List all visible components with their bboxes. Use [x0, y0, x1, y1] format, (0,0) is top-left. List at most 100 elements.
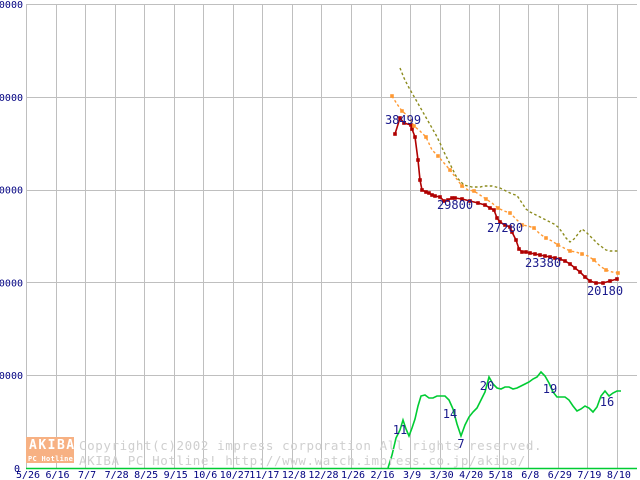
marker-lowest-price-red — [588, 279, 592, 283]
marker-lowest-price-red — [483, 203, 487, 207]
x-tick-label: 2/16 — [370, 470, 394, 480]
x-axis-tick-labels: 5/26 6/16 7/7 7/28 8/25 9/15 10/6 10/27 11/17 12/… — [16, 470, 631, 480]
marker-lowest-price-red — [583, 275, 587, 279]
y-tick-label: 40000 — [0, 93, 23, 104]
x-tick-label: 10/6 — [193, 470, 217, 480]
site-url-line: AKIBA PC Hotline! http://www.watch.impre… — [79, 453, 526, 468]
marker-average-price-orange — [532, 226, 536, 230]
count-annotation: 16 — [600, 395, 614, 409]
marker-lowest-price-red — [416, 158, 420, 162]
marker-lowest-price-red — [503, 223, 507, 227]
marker-lowest-price-red — [488, 206, 492, 210]
marker-average-price-orange — [472, 189, 476, 193]
marker-average-price-orange — [400, 109, 404, 113]
x-tick-label: 3/30 — [430, 470, 454, 480]
y-tick-label: 50000 — [0, 0, 23, 11]
x-tick-label: 8/25 — [134, 470, 158, 480]
x-tick-label: 7/19 — [577, 470, 601, 480]
marker-average-price-orange — [604, 268, 608, 272]
marker-lowest-price-red — [398, 116, 402, 120]
x-tick-label: 10/27 — [220, 470, 250, 480]
count-annotation: 14 — [443, 407, 457, 421]
marker-lowest-price-red — [453, 196, 457, 200]
y-tick-label: 20000 — [0, 278, 23, 289]
count-annotation: 19 — [543, 382, 557, 396]
x-tick-label: 5/26 — [16, 470, 40, 480]
marker-lowest-price-red — [460, 197, 464, 201]
marker-average-price-orange — [436, 154, 440, 158]
marker-lowest-price-red — [615, 277, 619, 281]
x-tick-label: 7/7 — [78, 470, 96, 480]
x-tick-label: 11/17 — [249, 470, 279, 480]
marker-average-price-orange — [616, 271, 620, 275]
marker-average-price-orange — [556, 243, 560, 247]
marker-lowest-price-red — [573, 266, 577, 270]
marker-average-price-orange — [496, 206, 500, 210]
marker-lowest-price-red — [568, 262, 572, 266]
marker-lowest-price-red — [520, 250, 524, 254]
count-annotation: 7 — [457, 437, 464, 451]
marker-average-price-orange — [390, 94, 394, 98]
marker-lowest-price-red — [563, 259, 567, 263]
marker-lowest-price-red — [433, 194, 437, 198]
marker-lowest-price-red — [495, 216, 499, 220]
x-tick-label: 6/29 — [548, 470, 572, 480]
marker-lowest-price-red — [533, 252, 537, 256]
watermark-block: AKIBA PC Hotline! Copyright(c)2002 impre… — [26, 437, 542, 468]
marker-lowest-price-red — [594, 281, 598, 285]
marker-average-price-orange — [484, 197, 488, 201]
akiba-logo-subtext: PC Hotline! — [28, 455, 78, 463]
marker-lowest-price-red — [410, 127, 414, 131]
marker-lowest-price-red — [558, 257, 562, 261]
akiba-logo-text: AKIBA — [29, 438, 76, 453]
marker-lowest-price-red — [430, 193, 434, 197]
marker-lowest-price-red — [543, 254, 547, 258]
y-tick-label: 0 — [14, 464, 20, 475]
price-annotation: 23380 — [525, 256, 561, 270]
marker-average-price-orange — [580, 252, 584, 256]
marker-lowest-price-red — [450, 196, 454, 200]
x-tick-label: 6/8 — [521, 470, 539, 480]
series-highest-price-olive — [399, 67, 618, 252]
marker-average-price-orange — [508, 211, 512, 215]
marker-lowest-price-red — [510, 230, 514, 234]
marker-average-price-orange — [448, 168, 452, 172]
marker-lowest-price-red — [424, 190, 428, 194]
y-tick-label: 10000 — [0, 371, 23, 382]
series-shop-count-green — [387, 370, 621, 469]
marker-lowest-price-red — [601, 281, 605, 285]
marker-lowest-price-red — [402, 121, 406, 125]
marker-average-price-orange — [544, 236, 548, 240]
count-annotation: 20 — [480, 379, 494, 393]
price-annotation: 20180 — [587, 284, 623, 298]
marker-lowest-price-red — [514, 238, 518, 242]
marker-lowest-price-red — [476, 201, 480, 205]
marker-lowest-price-red — [468, 199, 472, 203]
marker-lowest-price-red — [446, 198, 450, 202]
grid-lines — [26, 4, 637, 469]
x-tick-label: 9/15 — [164, 470, 188, 480]
marker-lowest-price-red — [608, 279, 612, 283]
marker-lowest-price-red — [517, 247, 521, 251]
akiba-logo-badge-bottom — [26, 452, 74, 463]
marker-lowest-price-red — [578, 270, 582, 274]
price-annotation: 29800 — [437, 198, 473, 212]
marker-lowest-price-red — [418, 178, 422, 182]
x-tick-label: 7/28 — [105, 470, 129, 480]
marker-lowest-price-red — [409, 123, 413, 127]
marker-lowest-price-red — [498, 220, 502, 224]
price-annotation: 27280 — [487, 221, 523, 235]
copyright-line: Copyright(c)2002 impress corporation All… — [79, 438, 542, 453]
marker-lowest-price-red — [413, 135, 417, 139]
x-tick-label: 6/16 — [45, 470, 69, 480]
marker-lowest-price-red — [427, 191, 431, 195]
count-annotation: 11 — [393, 423, 407, 437]
series-lines — [26, 67, 637, 470]
marker-lowest-price-red — [442, 199, 446, 203]
x-tick-label: 3/9 — [403, 470, 421, 480]
x-tick-label: 12/28 — [308, 470, 338, 480]
y-axis-tick-labels: 0 10000 20000 30000 40000 50000 — [0, 0, 23, 475]
marker-lowest-price-red — [538, 253, 542, 257]
x-tick-label: 12/8 — [282, 470, 306, 480]
